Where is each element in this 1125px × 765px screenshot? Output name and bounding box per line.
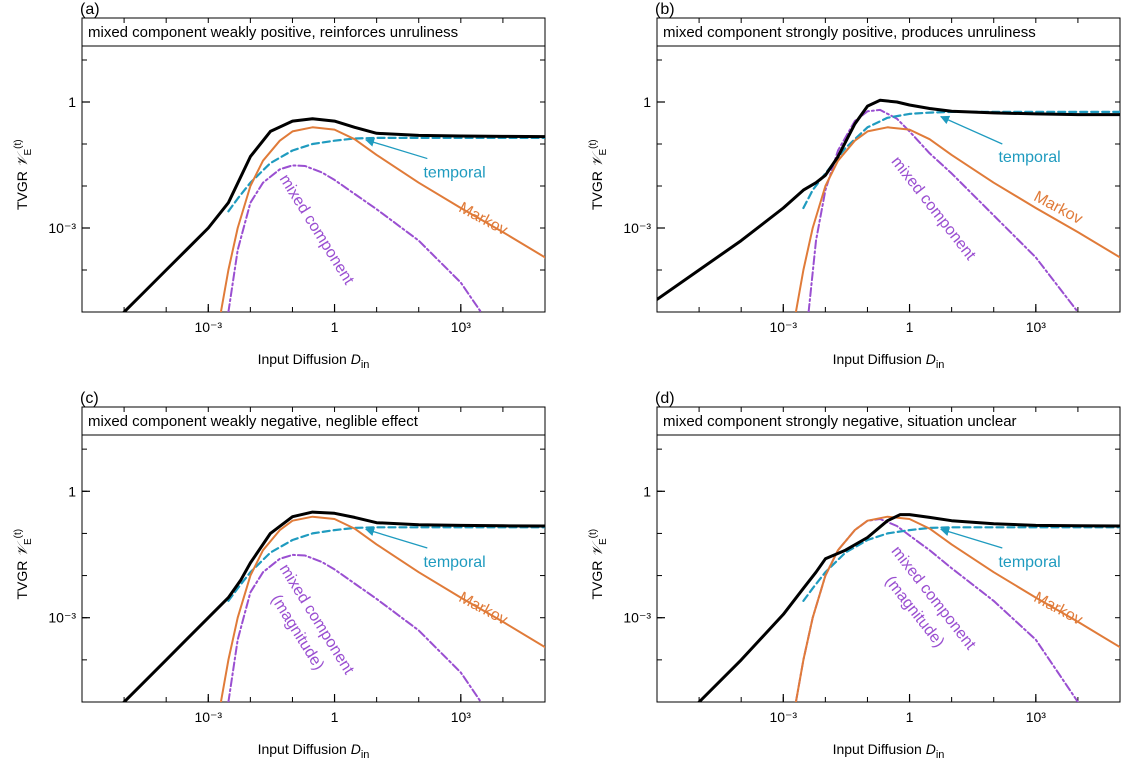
series-line-total (657, 98, 1120, 301)
panel-title: mixed component strongly positive, produ… (663, 24, 1036, 41)
y-axis-label: TVGR 𝒱E(t) (13, 139, 34, 210)
title-box (656, 17, 1121, 47)
series-line-temporal (227, 136, 545, 213)
temporal-arrow (365, 527, 428, 549)
y-tick-label: 1 (643, 94, 651, 110)
mixed-annotation: mixed component (888, 154, 979, 264)
y-tick-label: 1 (68, 94, 76, 110)
markov-annotation: Markov (456, 589, 510, 629)
series-line-temporal (227, 526, 545, 602)
x-tick-label: 10⁻³ (194, 319, 222, 335)
mixed-annotation: mixed component (276, 172, 358, 289)
panel-c: (c) mixed component weakly negative, negl… (13, 390, 546, 761)
title-box (81, 406, 546, 436)
temporal-annotation: temporal (423, 554, 485, 571)
temporal-arrow (940, 115, 1003, 145)
x-tick-label: 1 (331, 709, 339, 725)
temporal-annotation: temporal (423, 165, 485, 182)
series-line-temporal (802, 110, 1120, 210)
series-line-mixed (227, 164, 482, 312)
x-tick-label: 10³ (451, 709, 472, 725)
panel-title: mixed component weakly positive, reinfor… (88, 24, 458, 41)
axis-ticks (81, 406, 546, 703)
y-tick-label: 10⁻³ (623, 220, 651, 236)
axis-ticks (656, 406, 1121, 703)
x-tick-label: 1 (331, 319, 339, 335)
y-tick-label: 1 (68, 483, 76, 499)
temporal-arrow (940, 527, 1003, 549)
series-line-markov (219, 515, 545, 702)
series-line-markov (219, 126, 545, 312)
panel-label: (a) (80, 1, 100, 18)
x-tick-label: 10⁻³ (769, 709, 797, 725)
panel-title: mixed component weakly negative, neglibl… (88, 413, 419, 430)
y-tick-label: 10⁻³ (48, 220, 76, 236)
x-tick-label: 1 (906, 709, 914, 725)
series-line-temporal (802, 526, 1120, 602)
temporal-annotation: temporal (998, 554, 1060, 571)
temporal-arrow (365, 137, 428, 160)
temporal-annotation: temporal (998, 149, 1060, 166)
panel-title: mixed component strongly negative, situa… (663, 413, 1017, 430)
x-tick-label: 10³ (1026, 319, 1047, 335)
x-tick-label: 10⁻³ (769, 319, 797, 335)
axis-ticks (656, 17, 1121, 313)
series-line-markov (794, 126, 1120, 312)
y-axis-label: TVGR 𝒱E(t) (588, 529, 609, 600)
x-tick-label: 10³ (451, 319, 472, 335)
axis-ticks (81, 17, 546, 313)
panel-b: (b) mixed component strongly positive, pr… (588, 1, 1121, 371)
y-axis-label: TVGR 𝒱E(t) (588, 139, 609, 210)
series-line-total (121, 510, 545, 702)
panel-label: (b) (655, 1, 675, 18)
series-line-mixed (227, 553, 482, 702)
series-line-total (696, 513, 1120, 702)
y-tick-label: 10⁻³ (623, 610, 651, 626)
markov-annotation: Markov (1031, 188, 1085, 228)
markov-annotation: Markov (456, 199, 510, 239)
x-tick-label: 10³ (1026, 709, 1047, 725)
y-tick-label: 1 (643, 483, 651, 499)
x-axis-label: Input Diffusion Din (833, 351, 945, 371)
title-box (656, 406, 1121, 436)
x-tick-label: 10⁻³ (194, 709, 222, 725)
series-line-total (122, 117, 545, 312)
panel-label: (d) (655, 390, 675, 407)
x-axis-label: Input Diffusion Din (258, 351, 370, 371)
markov-annotation: Markov (1031, 589, 1085, 629)
x-tick-label: 1 (906, 319, 914, 335)
y-axis-label: TVGR 𝒱E(t) (13, 529, 34, 600)
y-tick-label: 10⁻³ (48, 610, 76, 626)
panel-label: (c) (80, 390, 99, 407)
panel-d: (d) mixed component strongly negative, si… (588, 390, 1121, 761)
series-line-markov (794, 515, 1120, 702)
title-box (81, 17, 546, 47)
x-axis-label: Input Diffusion Din (833, 741, 945, 761)
x-axis-label: Input Diffusion Din (258, 741, 370, 761)
panel-a: (a) mixed component weakly positive, rein… (13, 1, 546, 371)
